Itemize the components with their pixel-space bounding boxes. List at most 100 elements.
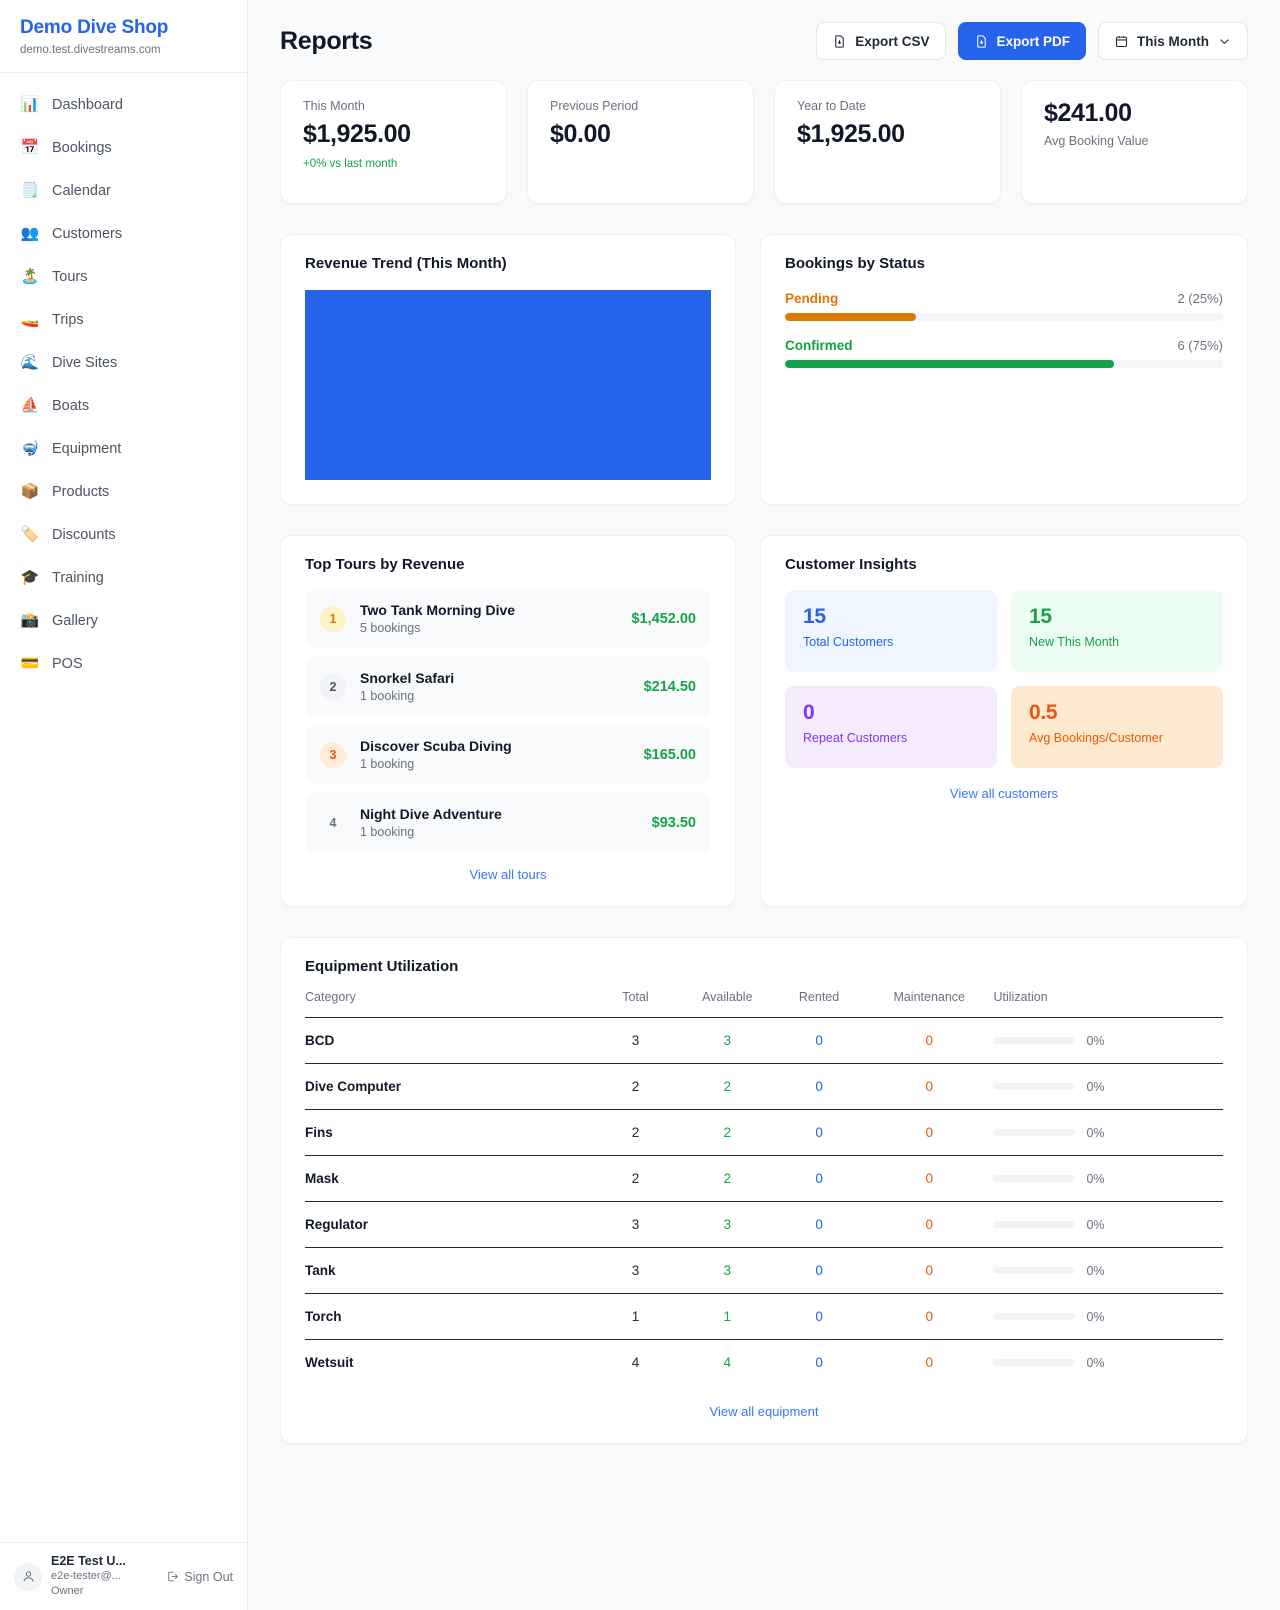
cell-total: 3	[589, 1247, 682, 1294]
header-actions: Export CSV Export PDF This Month	[816, 22, 1248, 60]
utilization-percent: 0%	[1086, 1355, 1105, 1370]
credit-card-emoji: 💳	[20, 655, 40, 672]
cell-category: BCD	[305, 1017, 590, 1064]
utilization-percent: 0%	[1086, 1263, 1105, 1278]
utilization-percent: 0%	[1086, 1217, 1105, 1232]
sidebar-item-trips[interactable]: 🚤 Trips	[0, 298, 247, 341]
brand-block[interactable]: Demo Dive Shop demo.test.divestreams.com	[0, 0, 247, 73]
cell-rented: 0	[773, 1109, 865, 1156]
cell-available: 3	[681, 1247, 774, 1294]
bar-chart-emoji: 📊	[20, 96, 40, 113]
list-item[interactable]: 4 Night Dive Adventure 1 booking $93.50	[305, 793, 711, 852]
tour-name: Two Tank Morning Dive	[360, 602, 516, 618]
utilization-track	[993, 1267, 1076, 1274]
sidebar-item-calendar[interactable]: 🗒️ Calendar	[0, 169, 247, 212]
user-role: Owner	[51, 1585, 84, 1597]
user-meta: E2E Test U... e2e-tester@... Owner	[51, 1555, 157, 1598]
sidebar-item-pos[interactable]: 💳 POS	[0, 642, 247, 685]
sidebar-item-label: Dive Sites	[52, 354, 118, 371]
sidebar: Demo Dive Shop demo.test.divestreams.com…	[0, 0, 248, 1610]
utilization-wrap: 0%	[993, 1264, 1223, 1278]
charts-row: Revenue Trend (This Month) Bookings by S…	[280, 234, 1248, 505]
sidebar-item-discounts[interactable]: 🏷️ Discounts	[0, 513, 247, 556]
utilization-wrap: 0%	[993, 1310, 1223, 1324]
cell-maintenance: 0	[864, 1063, 994, 1110]
list-item[interactable]: 2 Snorkel Safari 1 booking $214.50	[305, 657, 711, 716]
utilization-percent: 0%	[1086, 1309, 1105, 1324]
sidebar-item-products[interactable]: 📦 Products	[0, 470, 247, 513]
cell-available: 2	[681, 1155, 774, 1202]
sidebar-item-dashboard[interactable]: 📊 Dashboard	[0, 83, 247, 126]
tour-meta: Night Dive Adventure 1 booking	[360, 806, 638, 839]
tour-amount: $93.50	[651, 814, 696, 831]
view-all-customers-link[interactable]: View all customers	[949, 786, 1059, 801]
view-all-tours-link[interactable]: View all tours	[469, 867, 547, 882]
view-all-customers-row: View all customers	[785, 785, 1223, 803]
tour-meta: Discover Scuba Diving 1 booking	[360, 738, 630, 771]
insight-value: 0.5	[1029, 701, 1058, 724]
utilization-track	[993, 1359, 1076, 1366]
cell-utilization: 0%	[993, 1340, 1223, 1386]
status-row: Confirmed 6 (75%)	[785, 338, 1223, 368]
sidebar-nav: 📊 Dashboard 📅 Bookings 🗒️ Calendar 👥 Customers 🏝…	[0, 73, 247, 685]
diving-mask-emoji: 🤿	[20, 440, 40, 457]
view-all-tours-row: View all tours	[305, 866, 711, 884]
table-row: BCD 3 3 0 0 0%	[305, 1017, 1223, 1064]
rank-badge: 1	[320, 605, 346, 632]
status-progress-track	[785, 313, 1223, 321]
people-emoji: 👥	[20, 225, 40, 242]
stat-card: Year to Date $1,925.00	[774, 80, 1001, 204]
sidebar-item-bookings[interactable]: 📅 Bookings	[0, 126, 247, 169]
cell-rented: 0	[815, 1355, 823, 1370]
status-progress-track	[785, 360, 1223, 368]
user-name: E2E Test U...	[51, 1555, 126, 1568]
user-box: E2E Test U... e2e-tester@... Owner Sign …	[0, 1542, 247, 1610]
period-label: This Month	[1137, 33, 1209, 49]
export-pdf-button[interactable]: Export PDF	[957, 22, 1087, 60]
table-row: Torch 1 1 0 0 0%	[305, 1293, 1223, 1340]
status-name: Confirmed	[785, 338, 853, 353]
revenue-trend-panel: Revenue Trend (This Month)	[280, 234, 736, 505]
sidebar-item-boats[interactable]: ⛵ Boats	[0, 384, 247, 427]
sidebar-item-training[interactable]: 🎓 Training	[0, 556, 247, 599]
export-pdf-label: Export PDF	[996, 33, 1071, 49]
cell-maintenance: 0	[864, 1017, 994, 1064]
sidebar-item-label: Boats	[52, 397, 90, 414]
cell-total: 2	[589, 1109, 682, 1156]
stat-label: Year to Date	[797, 99, 867, 113]
utilization-wrap: 0%	[993, 1034, 1223, 1048]
utilization-track	[993, 1221, 1076, 1228]
utilization-wrap: 0%	[993, 1080, 1223, 1094]
bookings-by-status-title: Bookings by Status	[785, 255, 926, 272]
sailboat-emoji: ⛵	[20, 397, 40, 414]
sidebar-item-tours[interactable]: 🏝️ Tours	[0, 255, 247, 298]
cell-utilization: 0%	[993, 1109, 1223, 1156]
stat-card: $241.00 Avg Booking Value	[1021, 80, 1248, 204]
column-header: Rented	[773, 990, 865, 1018]
customer-insights-panel: Customer Insights 15 Total Customers 15 New…	[760, 535, 1248, 907]
sidebar-item-equipment[interactable]: 🤿 Equipment	[0, 427, 247, 470]
tour-bookings: 1 booking	[360, 689, 415, 703]
sign-out-button[interactable]: Sign Out	[166, 1570, 233, 1584]
cell-rented: 0	[773, 1247, 865, 1294]
sidebar-item-label: Customers	[52, 225, 123, 242]
period-select[interactable]: This Month	[1098, 22, 1248, 60]
sign-out-label: Sign Out	[184, 1569, 233, 1584]
sidebar-item-gallery[interactable]: 📸 Gallery	[0, 599, 247, 642]
tour-bookings: 5 bookings	[360, 621, 421, 635]
top-tours-panel: Top Tours by Revenue 1 Two Tank Morning D…	[280, 535, 736, 907]
sidebar-item-label: Discounts	[52, 526, 116, 543]
status-name: Pending	[785, 291, 839, 306]
label-tag-emoji: 🏷️	[20, 526, 40, 543]
list-item[interactable]: 3 Discover Scuba Diving 1 booking $165.00	[305, 725, 711, 784]
chevron-down-icon	[1220, 38, 1229, 44]
insights-row: Top Tours by Revenue 1 Two Tank Morning D…	[280, 535, 1248, 907]
tour-bookings: 1 booking	[360, 825, 415, 839]
sidebar-item-dive-sites[interactable]: 🌊 Dive Sites	[0, 341, 247, 384]
calendar-emoji: 📅	[20, 139, 40, 156]
list-item[interactable]: 1 Two Tank Morning Dive 5 bookings $1,452.0…	[305, 589, 711, 648]
export-csv-button[interactable]: Export CSV	[816, 22, 946, 60]
sidebar-item-customers[interactable]: 👥 Customers	[0, 212, 247, 255]
view-all-equipment-link[interactable]: View all equipment	[709, 1404, 819, 1419]
sidebar-item-label: Training	[52, 569, 104, 586]
